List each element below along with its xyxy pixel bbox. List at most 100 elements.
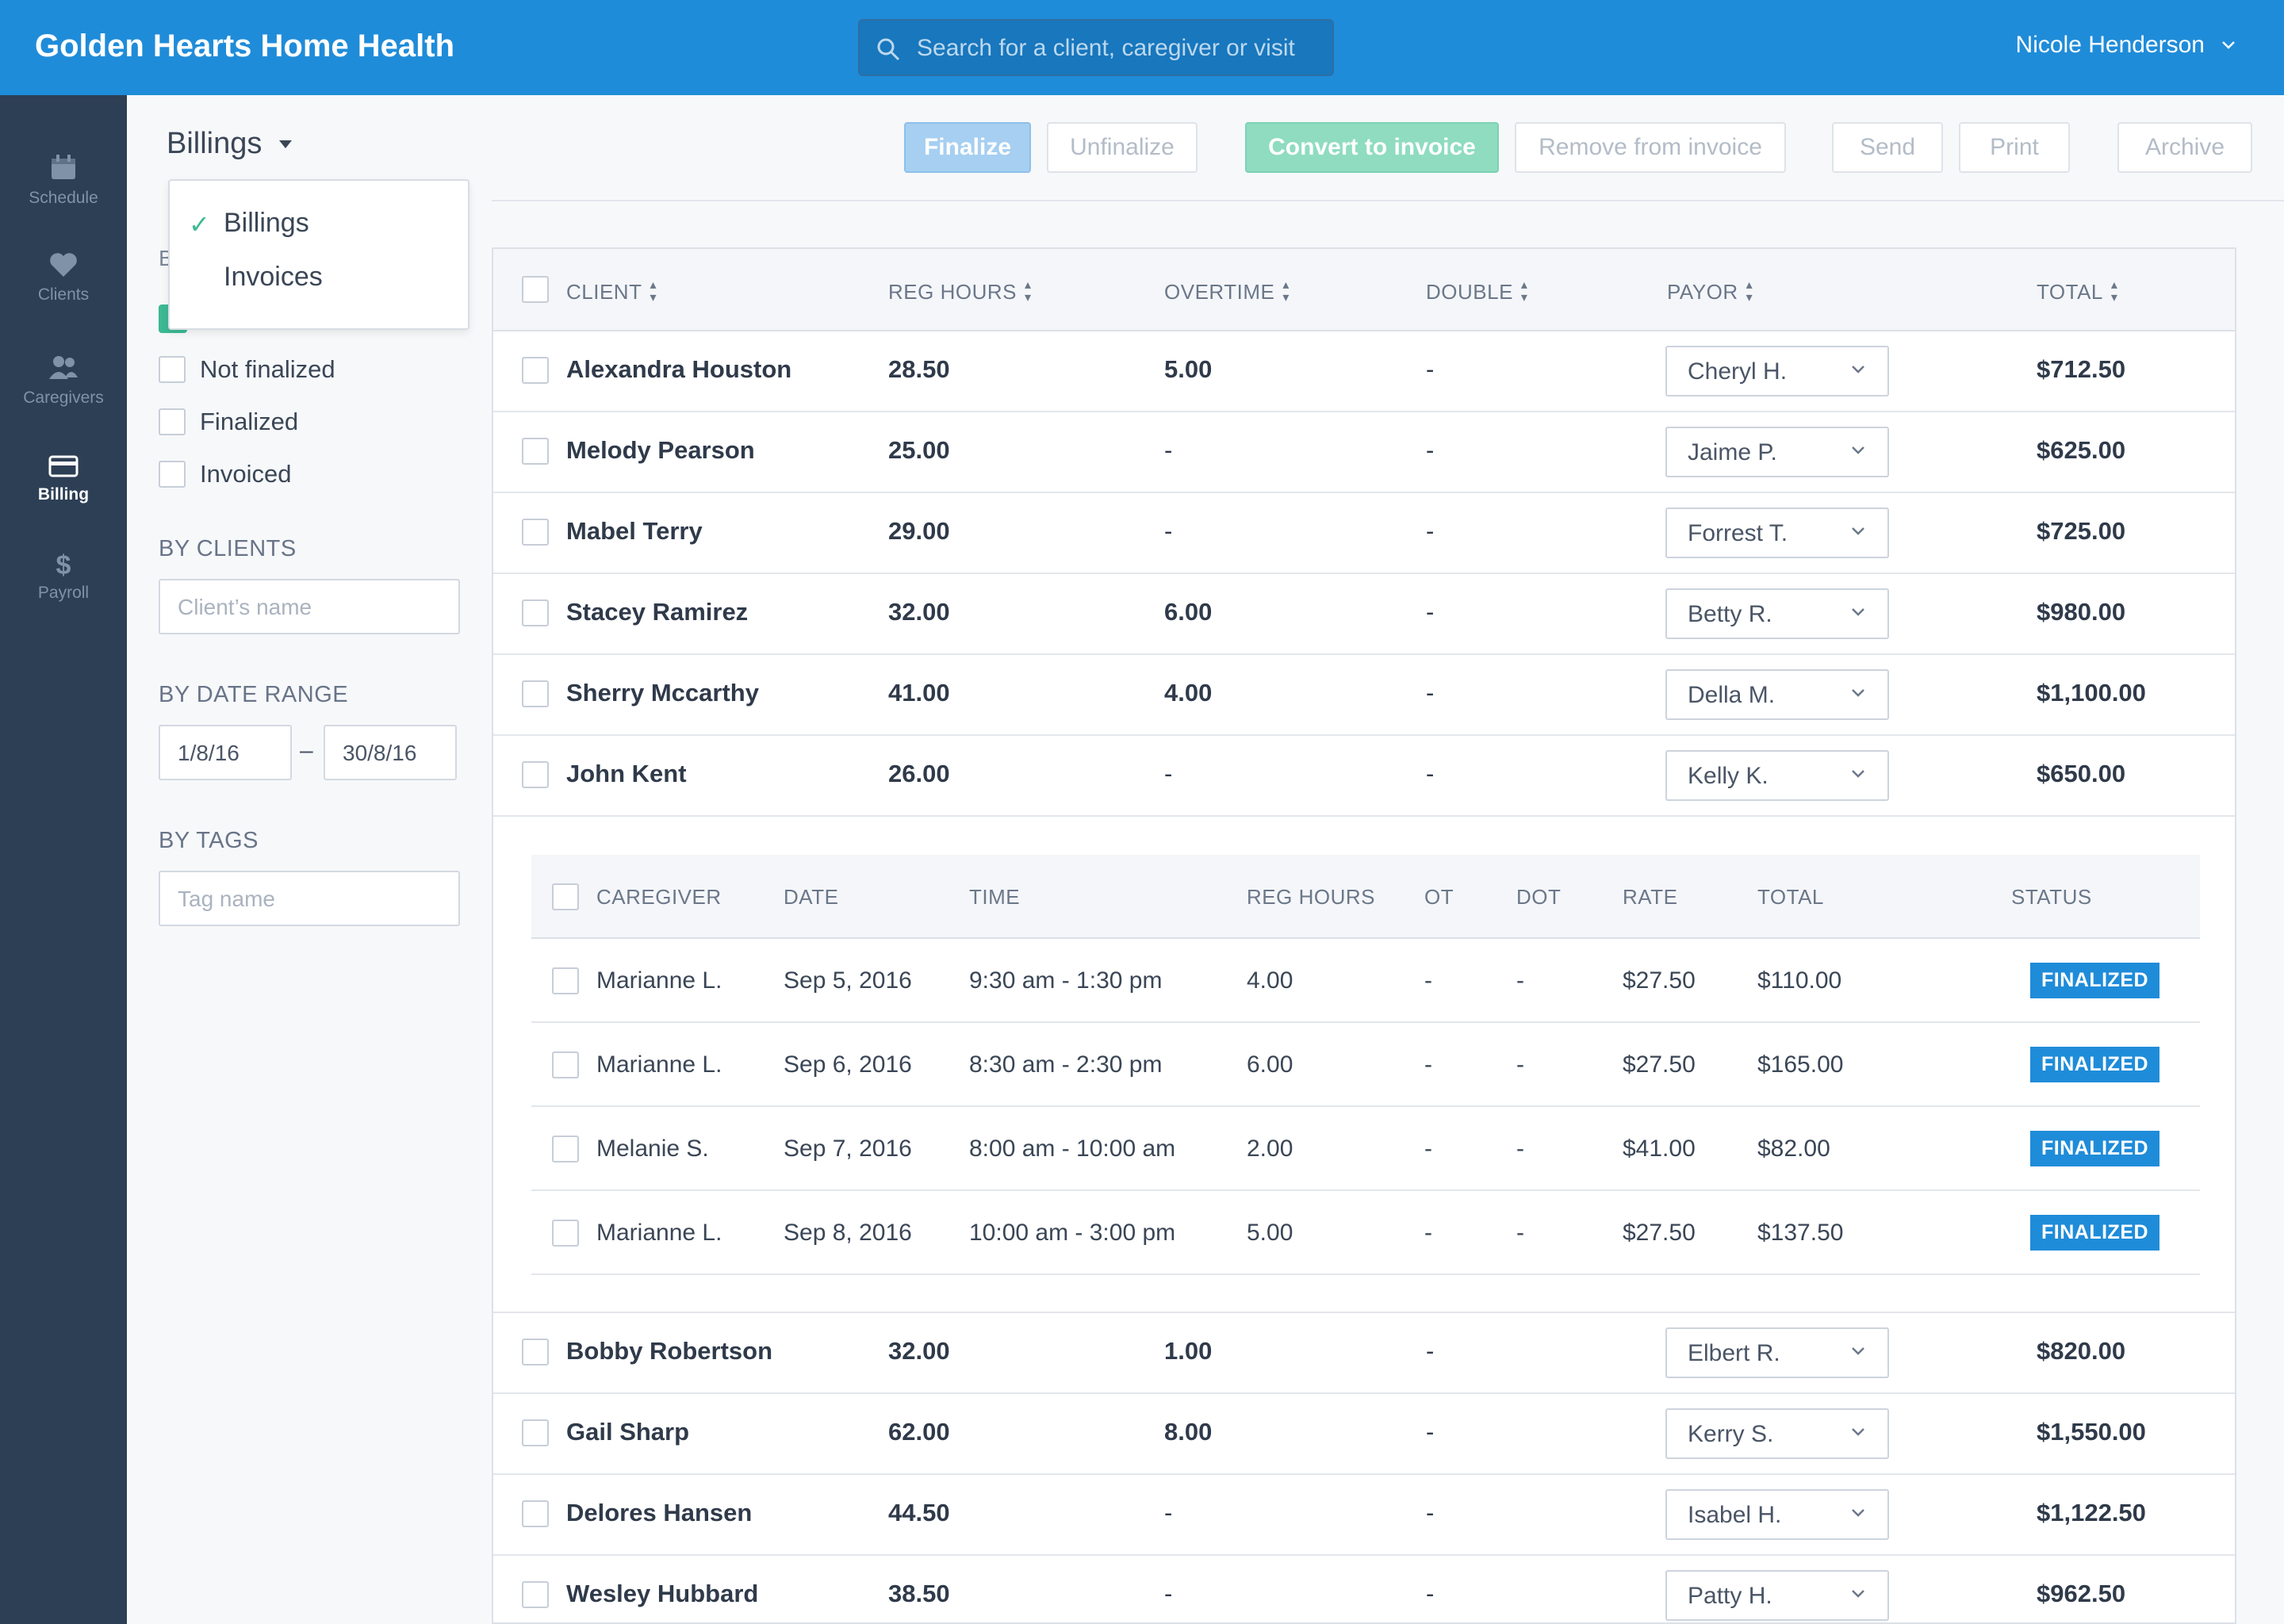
table-row[interactable]: Gail Sharp 62.00 8.00 - Kerry S. $1,550.…	[493, 1394, 2235, 1475]
chevron-down-icon	[1852, 770, 1864, 778]
select-all-visits-checkbox[interactable]	[552, 883, 579, 910]
visit-row[interactable]: Marianne L. Sep 8, 2016 10:00 am - 3:00 …	[531, 1191, 2200, 1275]
row-checkbox[interactable]	[522, 1419, 549, 1446]
row-checkbox[interactable]	[522, 1581, 549, 1608]
filter-invoiced[interactable]: Invoiced	[159, 460, 291, 488]
overtime: -	[1164, 436, 1173, 464]
visit-rate: $27.50	[1623, 1051, 1696, 1078]
payor-select[interactable]: Elbert R.	[1665, 1327, 1889, 1378]
table-row[interactable]: Mabel Terry 29.00 - - Forrest T. $725.00	[493, 493, 2235, 574]
chevron-down-icon	[2222, 41, 2235, 49]
row-total: $712.50	[2037, 355, 2126, 383]
row-checkbox[interactable]	[522, 1500, 549, 1527]
caret-down-icon	[279, 140, 293, 148]
checkbox[interactable]	[159, 356, 186, 383]
payor-select[interactable]: Jaime P.	[1665, 427, 1889, 477]
row-checkbox[interactable]	[522, 599, 549, 626]
column-header-total: TOTAL	[1757, 885, 1824, 909]
payor-select[interactable]: Kerry S.	[1665, 1408, 1889, 1459]
menu-item-invoices[interactable]: Invoices	[224, 262, 323, 292]
archive-button[interactable]: Archive	[2117, 122, 2252, 173]
column-header-reg-hours: REG HOURS	[1247, 885, 1375, 909]
row-checkbox[interactable]	[522, 519, 549, 546]
table-row[interactable]: Bobby Robertson 32.00 1.00 - Elbert R. $…	[493, 1313, 2235, 1394]
row-checkbox[interactable]	[522, 680, 549, 707]
nav-item-clients[interactable]: Clients	[0, 252, 127, 304]
nav-item-billing[interactable]: Billing	[0, 455, 127, 504]
nav-item-caregivers[interactable]: Caregivers	[0, 354, 127, 408]
row-checkbox[interactable]	[522, 761, 549, 788]
print-button[interactable]: Print	[1959, 122, 2070, 173]
visit-rate: $41.00	[1623, 1136, 1696, 1162]
checkbox[interactable]	[159, 461, 186, 488]
table-row[interactable]: Melody Pearson 25.00 - - Jaime P. $625.0…	[493, 412, 2235, 493]
remove-from-invoice-button[interactable]: Remove from invoice	[1515, 122, 1786, 173]
nav-label: Clients	[37, 285, 90, 304]
header-label: CLIENT	[566, 279, 642, 304]
row-checkbox[interactable]	[522, 357, 549, 384]
reg-hours: 44.50	[888, 1499, 950, 1526]
reg-hours: 38.50	[888, 1580, 950, 1607]
nav-item-payroll[interactable]: $ Payroll	[0, 552, 127, 603]
chevron-down-icon	[1852, 1428, 1864, 1436]
row-checkbox[interactable]	[552, 1220, 579, 1247]
mode-select[interactable]: Billings	[167, 127, 293, 161]
checkbox[interactable]	[159, 408, 186, 435]
payor-value: Forrest T.	[1688, 520, 1788, 546]
convert-to-invoice-button[interactable]: Convert to invoice	[1245, 122, 1499, 173]
payor-select[interactable]: Betty R.	[1665, 588, 1889, 639]
finalize-button[interactable]: Finalize	[904, 122, 1031, 173]
tag-name-input[interactable]: Tag name	[159, 871, 460, 926]
menu-item-billings[interactable]: Billings	[224, 208, 309, 238]
row-checkbox[interactable]	[522, 1339, 549, 1365]
visit-ot: -	[1424, 1220, 1432, 1246]
payor-select[interactable]: Cheryl H.	[1665, 346, 1889, 396]
nav-label: Payroll	[37, 584, 90, 602]
row-checkbox[interactable]	[522, 438, 549, 465]
payor-select[interactable]: Forrest T.	[1665, 508, 1889, 558]
row-checkbox[interactable]	[552, 967, 579, 994]
payor-select[interactable]: Della M.	[1665, 669, 1889, 720]
visit-reg-hours: 5.00	[1247, 1220, 1293, 1246]
sort-icon: ▴ ▾	[1520, 278, 1528, 304]
row-checkbox[interactable]	[552, 1136, 579, 1162]
payor-select[interactable]: Isabel H.	[1665, 1489, 1889, 1540]
visit-row[interactable]: Marianne L. Sep 5, 2016 9:30 am - 1:30 p…	[531, 939, 2200, 1023]
visit-rate: $27.50	[1623, 1220, 1696, 1246]
select-all-checkbox[interactable]	[522, 276, 549, 303]
visit-row[interactable]: Melanie S. Sep 7, 2016 8:00 am - 10:00 a…	[531, 1107, 2200, 1191]
date-from-input[interactable]: 1/8/16	[159, 725, 292, 780]
payor-select[interactable]: Kelly K.	[1665, 750, 1889, 801]
table-row[interactable]: Sherry Mccarthy 41.00 4.00 - Della M. $1…	[493, 655, 2235, 736]
column-header-client[interactable]: CLIENT ▴ ▾	[566, 279, 657, 304]
payor-value: Kerry S.	[1688, 1421, 1774, 1447]
table-row[interactable]: Delores Hansen 44.50 - - Isabel H. $1,12…	[493, 1475, 2235, 1556]
reg-hours: 28.50	[888, 355, 950, 383]
date-to-input[interactable]: 30/8/16	[324, 725, 457, 780]
column-header-total[interactable]: TOTAL ▴ ▾	[2037, 279, 2117, 304]
column-header-reg-hours[interactable]: REG HOURS ▴ ▾	[888, 279, 1032, 304]
payor-select[interactable]: Patty H.	[1665, 1570, 1889, 1621]
client-name-input[interactable]: Client’s name	[159, 579, 460, 634]
unfinalize-button[interactable]: Unfinalize	[1047, 122, 1198, 173]
filter-finalized[interactable]: Finalized	[159, 408, 298, 436]
send-button[interactable]: Send	[1832, 122, 1943, 173]
row-checkbox[interactable]	[552, 1051, 579, 1078]
table-row[interactable]: Alexandra Houston 28.50 5.00 - Cheryl H.…	[493, 331, 2235, 412]
table-row[interactable]: Stacey Ramirez 32.00 6.00 - Betty R. $98…	[493, 574, 2235, 655]
column-header-payor[interactable]: PAYOR ▴ ▾	[1667, 279, 1753, 304]
reg-hours: 41.00	[888, 679, 950, 707]
table-row[interactable]: Wesley Hubbard 38.50 - - Patty H. $962.5…	[493, 1556, 2235, 1624]
client-name: Bobby Robertson	[566, 1337, 773, 1365]
table-row-expanded[interactable]: John Kent 26.00 - - Kelly K. $650.00	[493, 736, 2235, 817]
user-menu[interactable]: Nicole Henderson	[2016, 32, 2236, 59]
visit-row[interactable]: Marianne L. Sep 6, 2016 8:30 am - 2:30 p…	[531, 1023, 2200, 1107]
filter-not-finalized[interactable]: Not finalized	[159, 355, 335, 384]
caregiver-name: Melanie S.	[596, 1136, 709, 1162]
visit-total: $110.00	[1757, 967, 1842, 994]
column-header-overtime[interactable]: OVERTIME ▴ ▾	[1164, 279, 1290, 304]
row-total: $962.50	[2037, 1580, 2126, 1607]
nav-item-schedule[interactable]: Schedule	[0, 154, 127, 208]
search-input[interactable]: Search for a client, caregiver or visit	[858, 19, 1334, 76]
column-header-double[interactable]: DOUBLE ▴ ▾	[1426, 279, 1527, 304]
